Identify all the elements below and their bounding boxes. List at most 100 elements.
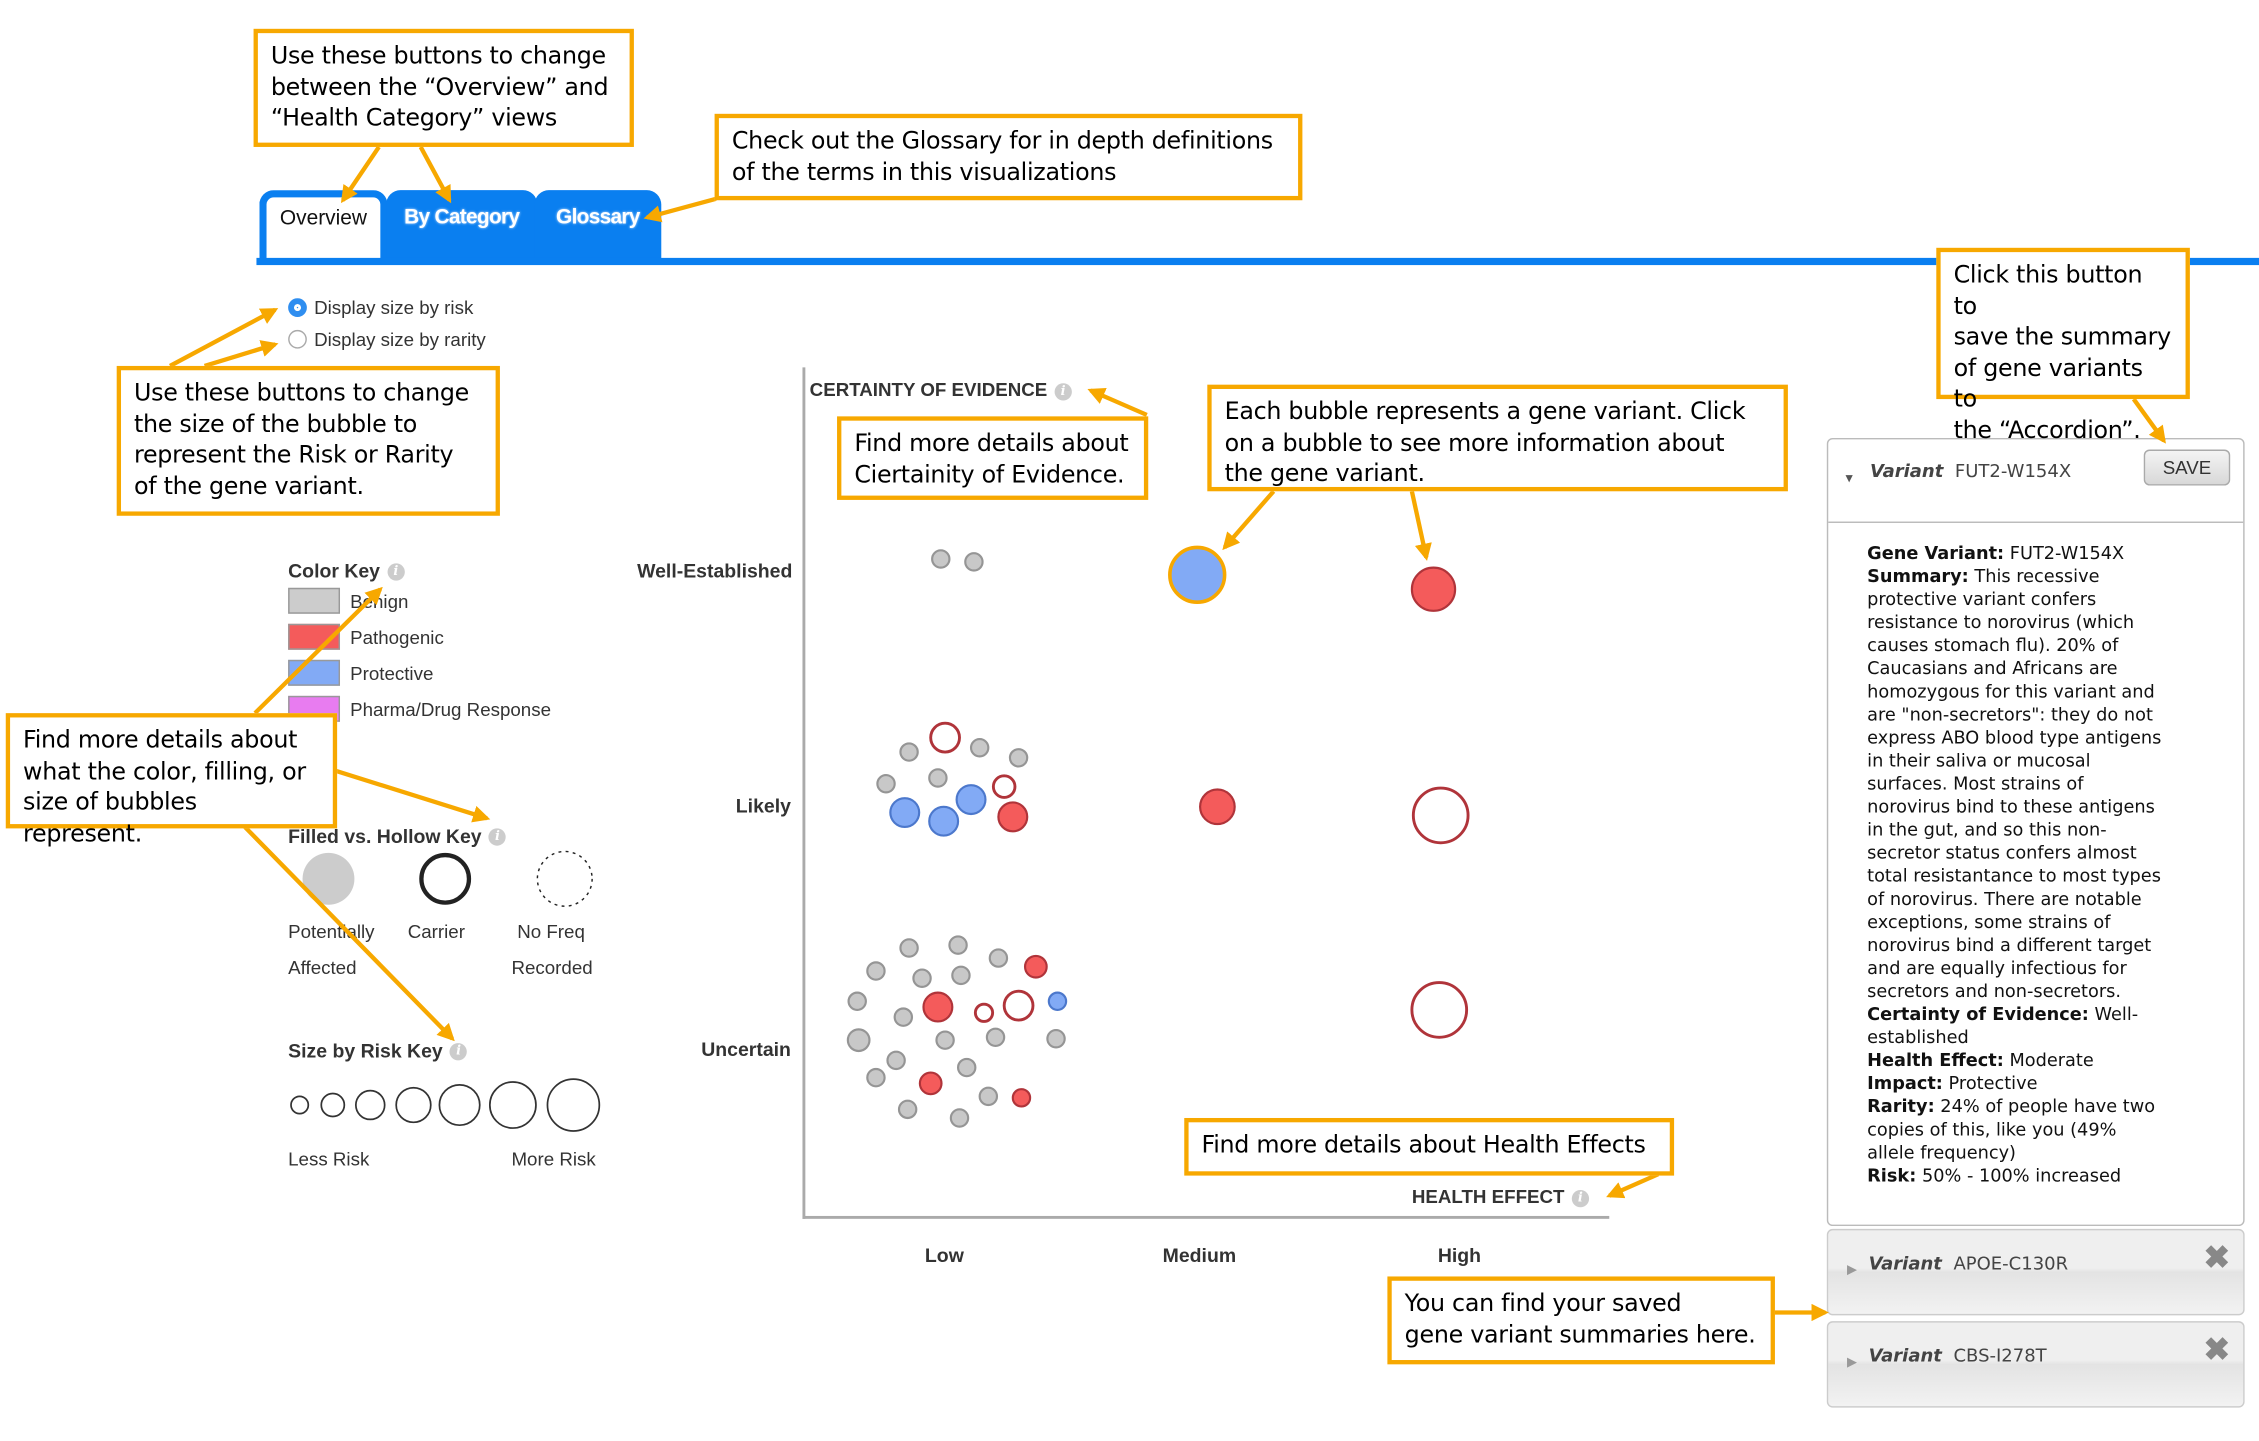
bubble-benign[interactable] [985, 1027, 1006, 1048]
tab-overview[interactable]: Overview [259, 190, 388, 260]
size-circle-icon [488, 1081, 537, 1129]
detail-key: Risk: [1867, 1165, 1917, 1186]
bubble-benign[interactable] [969, 737, 990, 758]
tab-glossary[interactable]: Glossary [534, 190, 662, 260]
bubble-benign[interactable] [948, 935, 968, 955]
tab-glossary-label: Glossary [556, 206, 640, 230]
bubble-pathogenic[interactable] [922, 991, 954, 1023]
variant-name: FUT2-W154X [1954, 459, 2072, 482]
x-axis-line [802, 1215, 1610, 1219]
detail-key: Summary: [1867, 566, 1969, 587]
bubble-pathogenic[interactable] [997, 801, 1029, 833]
bubble-benign[interactable] [1008, 748, 1029, 768]
bubble-benign[interactable] [1046, 1029, 1066, 1049]
size-key-title-text: Size by Risk Key [288, 1040, 443, 1062]
bubble-benign[interactable] [978, 1086, 999, 1107]
bubble-benign[interactable] [876, 774, 896, 794]
color-key-pharma: Pharma/Drug Response [350, 698, 552, 721]
variant-name: CBS-I278T [1953, 1344, 2047, 1366]
bubble-benign[interactable] [893, 1007, 914, 1027]
bubble-pathogenic[interactable] [1011, 1088, 1032, 1108]
bubble-benign[interactable] [949, 1108, 970, 1128]
bubble-benign[interactable] [988, 948, 1009, 968]
bubble-benign[interactable] [964, 552, 984, 572]
bubble-protective-selected[interactable] [1168, 545, 1227, 605]
detail-risk: Risk: 50% - 100% increased [1867, 1164, 2164, 1187]
size-circle-icon [354, 1089, 386, 1121]
bubble-benign[interactable] [931, 549, 951, 569]
bubble-benign[interactable] [866, 1067, 886, 1088]
bubble-benign[interactable] [847, 991, 867, 1012]
bubble-benign[interactable] [935, 1030, 955, 1050]
size-circle-icon [546, 1078, 601, 1132]
variant-label: Variant [1868, 1344, 1942, 1366]
annotation-keys: Find more details about what the color, … [5, 713, 338, 846]
bubble-pathogenic[interactable] [1411, 786, 1470, 845]
radio-size-by-rarity[interactable] [288, 329, 307, 349]
x-tick-high: High [1437, 1244, 1482, 1267]
bubble-pathogenic[interactable] [991, 774, 1017, 799]
bubble-benign[interactable] [956, 1057, 977, 1078]
bubble-benign[interactable] [846, 1028, 871, 1053]
bubble-pathogenic[interactable] [1199, 788, 1236, 826]
detail-key: Certainty of Evidence: [1867, 1004, 2089, 1025]
bubble-benign[interactable] [899, 742, 919, 762]
bubble-protective[interactable] [955, 784, 987, 816]
size-circle-icon [320, 1092, 346, 1118]
color-key-title-text: Color Key [288, 560, 381, 583]
info-icon[interactable]: i [488, 829, 507, 847]
detail-key: Rarity: [1867, 1096, 1935, 1117]
selected-variant-title[interactable]: Variant FUT2-W154X [1870, 460, 2071, 482]
remove-icon[interactable]: ✖ [2203, 1239, 2231, 1276]
caret-right-icon[interactable]: ▶ [1846, 1354, 1857, 1369]
annotation-certainty: Find more details about Ciertainity of E… [837, 416, 1149, 500]
bubble-benign[interactable] [928, 768, 948, 788]
bubble-protective[interactable] [1047, 991, 1068, 1012]
save-button[interactable]: SAVE [2143, 449, 2231, 486]
size-circle-icon [438, 1083, 481, 1127]
tab-bar-underline [256, 257, 2259, 266]
bubble-pathogenic[interactable] [1002, 989, 1035, 1022]
bubble-benign[interactable] [951, 965, 971, 986]
detail-impact: Impact: Protective [1867, 1072, 2164, 1095]
caret-right-icon[interactable]: ▶ [1846, 1262, 1857, 1277]
saved-variant-title: Variant CBS-I278T [1869, 1344, 2047, 1366]
remove-icon[interactable]: ✖ [2203, 1331, 2231, 1368]
bubble-benign[interactable] [866, 961, 886, 981]
bubble-pathogenic[interactable] [918, 1071, 943, 1096]
annotation-saved: You can find your saved gene variant sum… [1387, 1276, 1775, 1365]
bubble-pathogenic[interactable] [1023, 954, 1048, 979]
info-icon[interactable]: i [1054, 382, 1072, 400]
size-circle-icon [290, 1095, 310, 1115]
info-icon[interactable]: i [387, 563, 405, 582]
bubble-benign[interactable] [912, 968, 932, 988]
saved-variant-title: Variant APOE-C130R [1869, 1252, 2069, 1274]
x-axis-title-text: HEALTH EFFECT [1411, 1185, 1565, 1208]
saved-variant-item[interactable]: ▶ Variant CBS-I278T ✖ [1826, 1321, 2245, 1408]
bubble-benign[interactable] [899, 938, 919, 958]
bubble-pathogenic[interactable] [1410, 981, 1469, 1039]
tab-by-category[interactable]: By Category [386, 190, 538, 260]
info-icon[interactable]: i [1571, 1189, 1589, 1207]
fill-key-nofreq-2: Recorded [511, 956, 593, 979]
annotation-glossary: Check out the Glossary for in depth defi… [714, 113, 1303, 201]
radio-size-by-rarity-label: Display size by rarity [314, 328, 486, 351]
bubble-pathogenic[interactable] [929, 721, 961, 754]
detail-key: Gene Variant: [1867, 543, 2005, 564]
info-icon[interactable]: i [449, 1043, 468, 1061]
bubble-protective[interactable] [889, 797, 921, 829]
detail-value: This recessive protective variant confer… [1867, 566, 2162, 1002]
detail-value: 50% - 100% increased [1921, 1165, 2122, 1186]
bubble-benign[interactable] [886, 1050, 906, 1071]
y-axis-line [802, 367, 806, 1219]
radio-size-by-risk[interactable] [288, 298, 307, 317]
bubble-pathogenic[interactable] [1410, 566, 1457, 612]
variant-label: Variant [1870, 459, 1944, 482]
bubble-protective[interactable] [928, 805, 960, 837]
bubble-benign[interactable] [897, 1099, 918, 1120]
caret-down-icon[interactable]: ▾ [1845, 471, 1853, 487]
x-tick-medium: Medium [1162, 1244, 1237, 1267]
saved-variant-item[interactable]: ▶ Variant APOE-C130R ✖ [1826, 1228, 2245, 1316]
bubble-pathogenic[interactable] [973, 1002, 995, 1023]
